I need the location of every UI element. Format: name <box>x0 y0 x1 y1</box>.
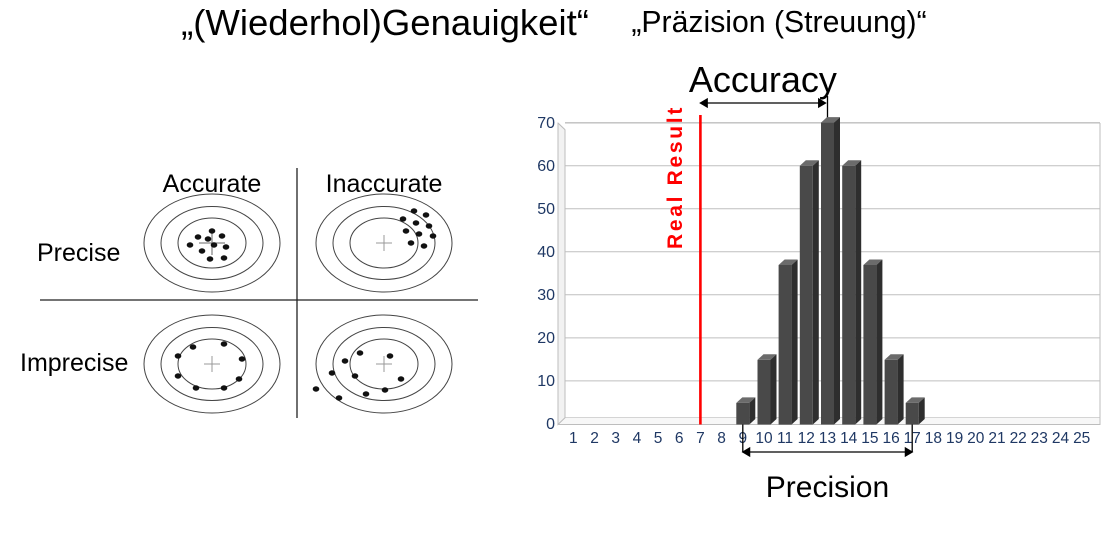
svg-text:12: 12 <box>798 430 815 447</box>
svg-text:Precision: Precision <box>766 471 889 504</box>
svg-text:7: 7 <box>696 430 705 447</box>
svg-text:20: 20 <box>967 430 985 447</box>
svg-text:10: 10 <box>755 430 773 447</box>
svg-text:5: 5 <box>654 430 663 447</box>
svg-text:Real Result: Real Result <box>664 105 687 249</box>
svg-text:6: 6 <box>675 430 684 447</box>
svg-text:11: 11 <box>777 430 793 447</box>
svg-text:14: 14 <box>840 430 858 447</box>
svg-text:8: 8 <box>717 430 726 447</box>
svg-text:2: 2 <box>590 430 599 447</box>
svg-text:15: 15 <box>861 430 878 447</box>
svg-text:13: 13 <box>819 430 836 447</box>
svg-text:50: 50 <box>537 201 555 218</box>
svg-text:19: 19 <box>946 430 963 447</box>
svg-text:30: 30 <box>537 287 555 304</box>
svg-text:Accuracy: Accuracy <box>689 59 837 100</box>
svg-text:3: 3 <box>611 430 620 447</box>
svg-text:0: 0 <box>546 416 555 433</box>
svg-text:Precise: Precise <box>37 239 120 267</box>
svg-text:22: 22 <box>1010 430 1027 447</box>
svg-text:40: 40 <box>537 244 555 261</box>
svg-text:16: 16 <box>882 430 899 447</box>
svg-text:70: 70 <box>537 115 555 132</box>
svg-text:1: 1 <box>569 430 578 447</box>
svg-text:60: 60 <box>537 158 555 175</box>
svg-text:24: 24 <box>1052 430 1070 447</box>
svg-text:4: 4 <box>633 430 642 447</box>
svg-text:18: 18 <box>925 430 942 447</box>
svg-text:20: 20 <box>537 330 555 347</box>
svg-text:23: 23 <box>1031 430 1048 447</box>
svg-text:25: 25 <box>1073 430 1090 447</box>
svg-text:10: 10 <box>537 373 555 390</box>
svg-text:21: 21 <box>988 430 1005 447</box>
svg-text:Imprecise: Imprecise <box>20 349 128 377</box>
